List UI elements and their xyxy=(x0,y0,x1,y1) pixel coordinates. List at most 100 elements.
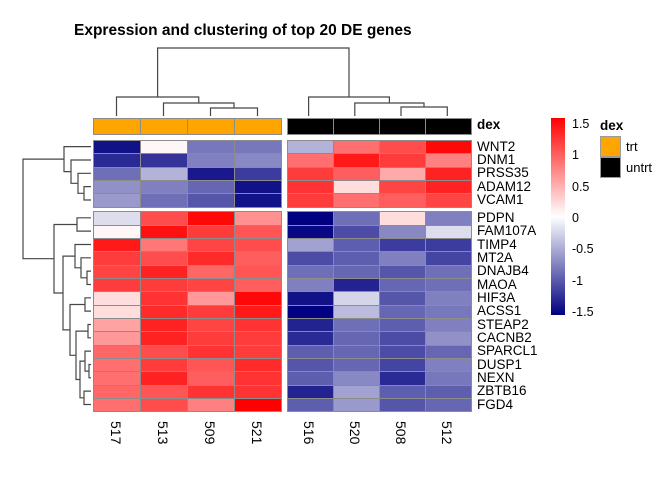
heatmap-cell xyxy=(286,237,334,253)
heatmap-cell xyxy=(234,264,282,279)
heatmap-cell xyxy=(332,153,380,168)
heatmap-cell xyxy=(332,211,380,226)
heatmap-cell xyxy=(378,384,426,400)
heatmap-cell xyxy=(140,371,188,386)
heatmap-cell xyxy=(187,304,235,319)
heatmap-cell xyxy=(93,384,141,400)
heatmap-cell xyxy=(332,304,380,319)
row-label: MAOA xyxy=(477,276,517,292)
heatmap-cell xyxy=(140,166,188,181)
heatmap-cell xyxy=(378,318,426,333)
heatmap-cell xyxy=(378,291,426,306)
heatmap-cell xyxy=(332,384,380,400)
row-label: STEAP2 xyxy=(477,316,529,332)
row-label: FAM107A xyxy=(477,223,537,239)
heatmap-cell xyxy=(187,331,235,346)
heatmap-cell xyxy=(140,344,188,360)
row-label: ZBTB16 xyxy=(477,383,527,399)
row-label: CACNB2 xyxy=(477,330,532,346)
heatmap-cell xyxy=(234,318,282,333)
heatmap-cell xyxy=(234,224,282,239)
heatmap-cell xyxy=(93,211,141,226)
heatmap-cell xyxy=(187,371,235,386)
heatmap-cell xyxy=(286,331,334,346)
row-dendrogram-branch xyxy=(83,186,91,201)
colorbar-tick-label: 0.5 xyxy=(572,179,590,194)
row-label: VCAM1 xyxy=(477,192,524,208)
heatmap-cell xyxy=(93,180,141,195)
heatmap-cell xyxy=(93,371,141,386)
colorbar-tick-label: -1.5 xyxy=(572,304,594,319)
heatmap-cell xyxy=(234,344,282,360)
heatmap-cell xyxy=(93,264,141,279)
heatmap-cell xyxy=(424,384,472,400)
row-label: ACSS1 xyxy=(477,303,522,319)
heatmap-cell xyxy=(234,211,282,226)
column-dendrogram-branch xyxy=(308,96,390,116)
heatmap-cell xyxy=(332,278,380,293)
heatmap-cell xyxy=(378,371,426,386)
row-label: DNAJB4 xyxy=(477,263,529,279)
heatmap-cell xyxy=(187,153,235,168)
heatmap-cell xyxy=(187,166,235,181)
heatmap-cell xyxy=(234,384,282,400)
heatmap-cell xyxy=(286,371,334,386)
heatmap-cell xyxy=(234,358,282,373)
heatmap-cell xyxy=(378,264,426,279)
colorbar xyxy=(551,118,565,315)
heatmap-cell xyxy=(234,291,282,306)
annotation-cell xyxy=(286,117,334,135)
row-dendrogram-branch xyxy=(79,360,85,399)
heatmap-cell xyxy=(332,140,380,155)
heatmap-cell xyxy=(286,251,334,266)
heatmap-cell xyxy=(424,251,472,266)
heatmap-cell xyxy=(187,384,235,400)
heatmap-cell xyxy=(286,193,334,208)
row-dendrogram-branch xyxy=(63,146,91,173)
column-label: 516 xyxy=(300,421,317,445)
heatmap-cell xyxy=(140,331,188,346)
annotation-cell xyxy=(424,117,472,135)
heatmap-cell xyxy=(140,193,188,208)
heatmap-cell xyxy=(140,358,188,373)
column-label: 513 xyxy=(154,421,171,445)
heatmap-cell xyxy=(234,251,282,266)
colorbar-tick-label: 0 xyxy=(572,210,579,225)
heatmap-cell xyxy=(234,166,282,181)
heatmap-cell xyxy=(234,304,282,319)
heatmap-cell xyxy=(234,237,282,253)
heatmap-cell xyxy=(332,193,380,208)
row-label: DUSP1 xyxy=(477,356,523,372)
heatmap-cell xyxy=(187,237,235,253)
heatmap-cell xyxy=(286,291,334,306)
column-label: 520 xyxy=(346,421,363,445)
heatmap-cell xyxy=(332,291,380,306)
row-dendrogram-branch xyxy=(22,158,64,260)
heatmap-cell xyxy=(286,384,334,400)
heatmap-cell xyxy=(93,278,141,293)
annotation-cell xyxy=(187,117,235,135)
legend-label: trt xyxy=(626,139,638,154)
heatmap-cell xyxy=(332,371,380,386)
heatmap-cell xyxy=(187,193,235,208)
heatmap-cell xyxy=(378,344,426,360)
heatmap-cell xyxy=(378,237,426,253)
heatmap-cell xyxy=(286,358,334,373)
row-label: PRSS35 xyxy=(477,165,529,181)
heatmap-cell xyxy=(93,304,141,319)
annotation-name-label: dex xyxy=(477,117,501,132)
heatmap-cell xyxy=(424,153,472,168)
heatmap-cell xyxy=(286,318,334,333)
legend-swatch-untrt xyxy=(600,157,621,178)
page-title: Expression and clustering of top 20 DE g… xyxy=(74,22,412,39)
legend-swatch-trt xyxy=(600,136,621,157)
heatmap-cell xyxy=(140,278,188,293)
heatmap-cell xyxy=(234,331,282,346)
heatmap-cell xyxy=(424,304,472,319)
heatmap-cell xyxy=(378,153,426,168)
heatmap-cell xyxy=(93,251,141,266)
legend-title: dex xyxy=(600,118,624,133)
heatmap-cell xyxy=(424,180,472,195)
column-label: 517 xyxy=(107,421,124,445)
